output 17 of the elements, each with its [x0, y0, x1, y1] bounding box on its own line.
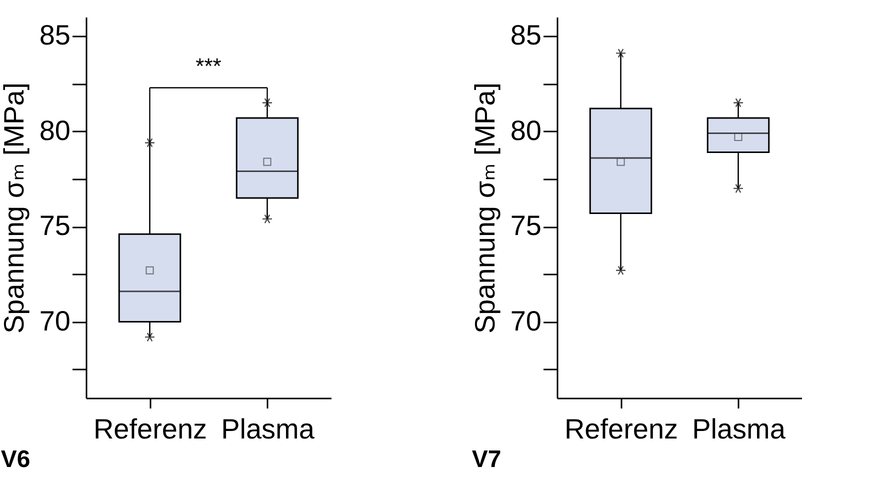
- y-tick-label: 85: [39, 20, 70, 51]
- x-tick-label: Plasma: [692, 414, 786, 444]
- x-tick-label: Plasma: [221, 414, 315, 444]
- y-tick-label: 85: [510, 20, 542, 51]
- y-tick-label: 75: [510, 210, 542, 242]
- y-axis-title: Spannung σₘ [MPa]: [0, 82, 30, 334]
- x-tick-label: Referenz: [564, 414, 678, 444]
- text: V7: [472, 446, 502, 473]
- y-tick-label: 75: [39, 210, 70, 242]
- y-axis-title: Spannung σₘ [MPa]: [469, 82, 500, 334]
- x-tick-label: Referenz: [93, 414, 208, 444]
- y-tick-label: 80: [510, 114, 542, 146]
- text: V6: [0, 446, 30, 473]
- y-tick-label: 70: [510, 305, 542, 336]
- y-tick-label: 70: [39, 305, 70, 336]
- y-tick-label: 80: [39, 114, 70, 146]
- annotation: ***: [196, 54, 222, 79]
